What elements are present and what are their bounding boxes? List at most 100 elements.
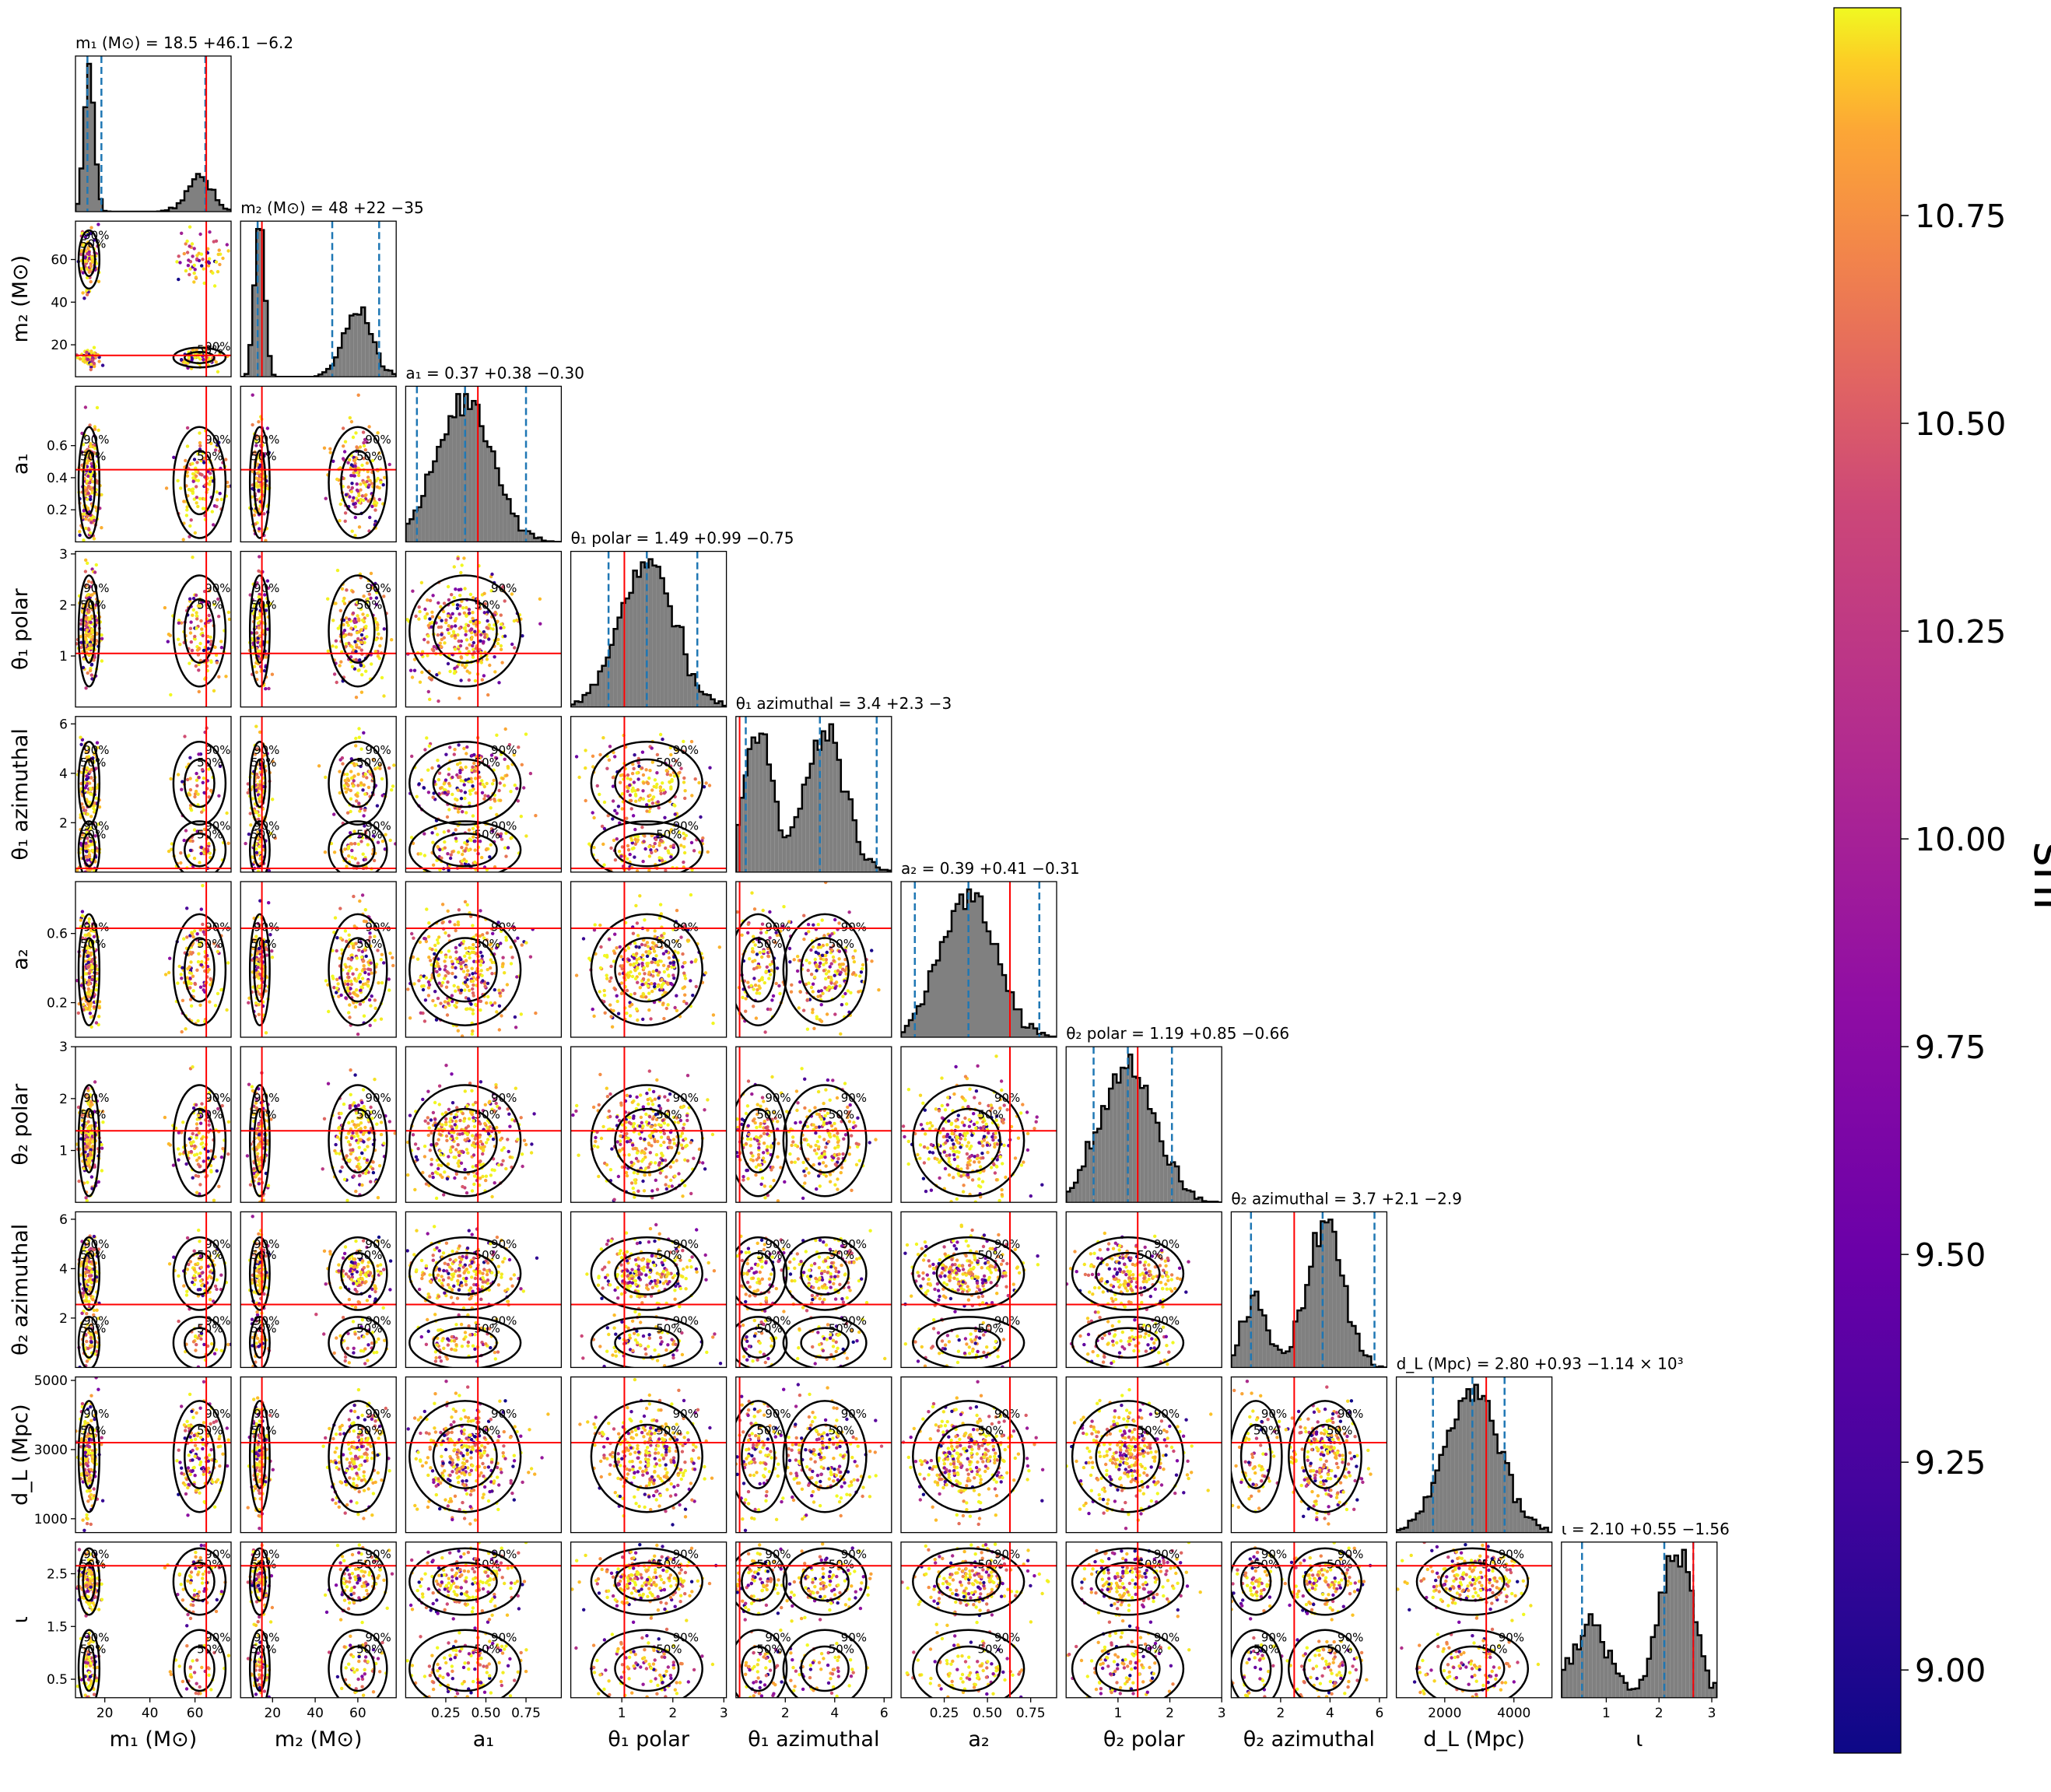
sample-point <box>89 593 93 598</box>
sample-point <box>89 662 94 667</box>
contour-90% <box>328 820 388 872</box>
sample-point <box>216 270 220 274</box>
sample-point <box>87 982 91 986</box>
sample-point <box>383 847 387 851</box>
sample-point <box>191 931 195 936</box>
sample-point <box>616 1012 621 1015</box>
sample-point <box>453 666 457 671</box>
sample-point <box>428 697 432 701</box>
scatter-points: 50%90%50%90% <box>240 551 397 707</box>
scatter-panel-a2-vs-m2: 50%90%50%90% <box>240 881 397 1038</box>
sample-point <box>363 448 367 452</box>
sample-point <box>89 521 93 524</box>
contour-50% <box>432 598 498 664</box>
sample-point <box>426 598 429 602</box>
histogram-bar <box>326 369 331 377</box>
sample-point <box>218 764 223 768</box>
contour-label: 90% <box>365 743 391 757</box>
sample-point <box>641 789 645 793</box>
sample-point <box>196 504 200 509</box>
sample-point <box>343 778 347 783</box>
sample-point <box>256 966 260 970</box>
sample-point <box>93 570 97 574</box>
y-tick-label: 2 <box>59 815 68 831</box>
contour-90% <box>328 426 388 539</box>
histogram-bar <box>417 507 422 542</box>
sample-point <box>369 1004 373 1008</box>
panel-frame <box>75 550 232 708</box>
sample-point <box>356 772 360 777</box>
sample-point <box>88 781 92 785</box>
sample-point <box>423 998 428 1002</box>
sample-point <box>485 938 489 942</box>
sample-point <box>84 686 88 690</box>
sample-point <box>201 922 205 927</box>
sample-point <box>469 946 473 950</box>
sample-point <box>84 624 88 628</box>
sample-point <box>177 964 181 969</box>
contour-label: 90% <box>254 743 279 757</box>
sample-point <box>662 1016 666 1021</box>
sample-point <box>468 1007 472 1011</box>
sample-point <box>254 631 258 635</box>
sample-point <box>190 648 195 653</box>
sample-point <box>361 612 365 616</box>
sample-point <box>447 781 451 786</box>
sample-point <box>100 636 104 640</box>
sample-point <box>196 792 200 796</box>
sample-point <box>89 367 93 372</box>
sample-point <box>661 963 666 967</box>
sample-point <box>195 617 199 621</box>
sample-point <box>195 254 199 258</box>
histogram-bar <box>216 200 219 212</box>
sample-point <box>375 485 380 489</box>
sample-point <box>83 786 87 790</box>
sample-point <box>352 829 356 833</box>
contour-90% <box>172 740 227 826</box>
sample-point <box>255 747 259 751</box>
histogram-bar <box>625 598 629 707</box>
sample-point <box>193 637 197 641</box>
sample-point <box>86 491 90 496</box>
sample-point <box>627 958 631 963</box>
panel-frame <box>405 385 563 543</box>
sample-point <box>251 938 255 942</box>
sample-point <box>681 965 685 969</box>
sample-point <box>365 461 370 465</box>
sample-point <box>496 641 500 646</box>
sample-point <box>438 786 443 791</box>
sample-point <box>752 987 756 991</box>
panel-frame <box>405 550 563 708</box>
sample-point <box>444 974 447 978</box>
sample-point <box>86 233 89 237</box>
sample-point <box>437 771 442 775</box>
sample-point <box>362 964 366 968</box>
sample-point <box>422 786 426 790</box>
contour-label: 90% <box>83 819 109 833</box>
sample-point <box>79 815 82 819</box>
sample-point <box>603 954 607 958</box>
sample-point <box>363 437 367 442</box>
sample-point <box>427 921 431 925</box>
sample-point <box>80 914 85 918</box>
sample-point <box>682 739 685 744</box>
sample-point <box>453 923 457 927</box>
sample-point <box>348 416 352 420</box>
sample-point <box>442 601 447 605</box>
sample-point <box>415 794 419 798</box>
sample-point <box>448 669 452 674</box>
sample-point <box>460 1034 465 1037</box>
sample-point <box>503 599 507 603</box>
sample-point <box>454 828 458 832</box>
sample-point <box>349 979 353 984</box>
sample-point <box>641 953 645 957</box>
sample-point <box>440 903 445 907</box>
sample-point <box>426 768 430 772</box>
contour-label: 90% <box>365 920 391 934</box>
sample-point <box>209 983 212 987</box>
sample-point <box>251 423 254 427</box>
histogram-bar <box>264 300 268 377</box>
sample-point <box>479 909 482 913</box>
sample-point <box>255 973 259 977</box>
